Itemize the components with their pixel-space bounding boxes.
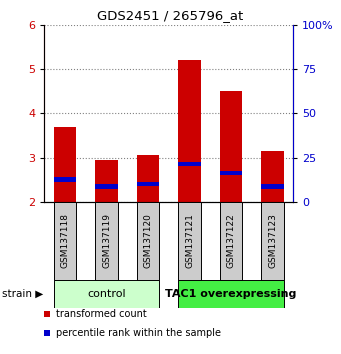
Bar: [178, 280, 284, 308]
Text: GSM137118: GSM137118: [61, 213, 70, 268]
Text: GSM137122: GSM137122: [226, 213, 236, 268]
Text: TAC1 overexpressing: TAC1 overexpressing: [165, 289, 297, 299]
Bar: [220, 202, 242, 280]
Text: GSM137119: GSM137119: [102, 213, 111, 268]
Bar: [95, 184, 118, 188]
Bar: [54, 177, 76, 182]
Bar: [54, 280, 160, 308]
Text: GSM137123: GSM137123: [268, 213, 277, 268]
Bar: [178, 162, 201, 166]
Bar: [95, 160, 118, 202]
Text: GSM137120: GSM137120: [144, 213, 152, 268]
Text: transformed count: transformed count: [56, 309, 146, 319]
Bar: [261, 151, 284, 202]
Bar: [54, 127, 76, 202]
Bar: [95, 202, 118, 280]
Bar: [178, 60, 201, 202]
Bar: [137, 202, 160, 280]
Text: GDS2451 / 265796_at: GDS2451 / 265796_at: [98, 9, 243, 22]
Text: GSM137121: GSM137121: [185, 213, 194, 268]
Text: percentile rank within the sample: percentile rank within the sample: [56, 328, 221, 338]
Bar: [54, 202, 76, 280]
Bar: [137, 155, 160, 202]
Bar: [137, 182, 160, 186]
Bar: [261, 202, 284, 280]
Bar: [220, 91, 242, 202]
Bar: [261, 184, 284, 188]
Bar: [178, 202, 201, 280]
Text: strain ▶: strain ▶: [2, 289, 43, 299]
Text: control: control: [87, 289, 126, 299]
Bar: [220, 171, 242, 175]
